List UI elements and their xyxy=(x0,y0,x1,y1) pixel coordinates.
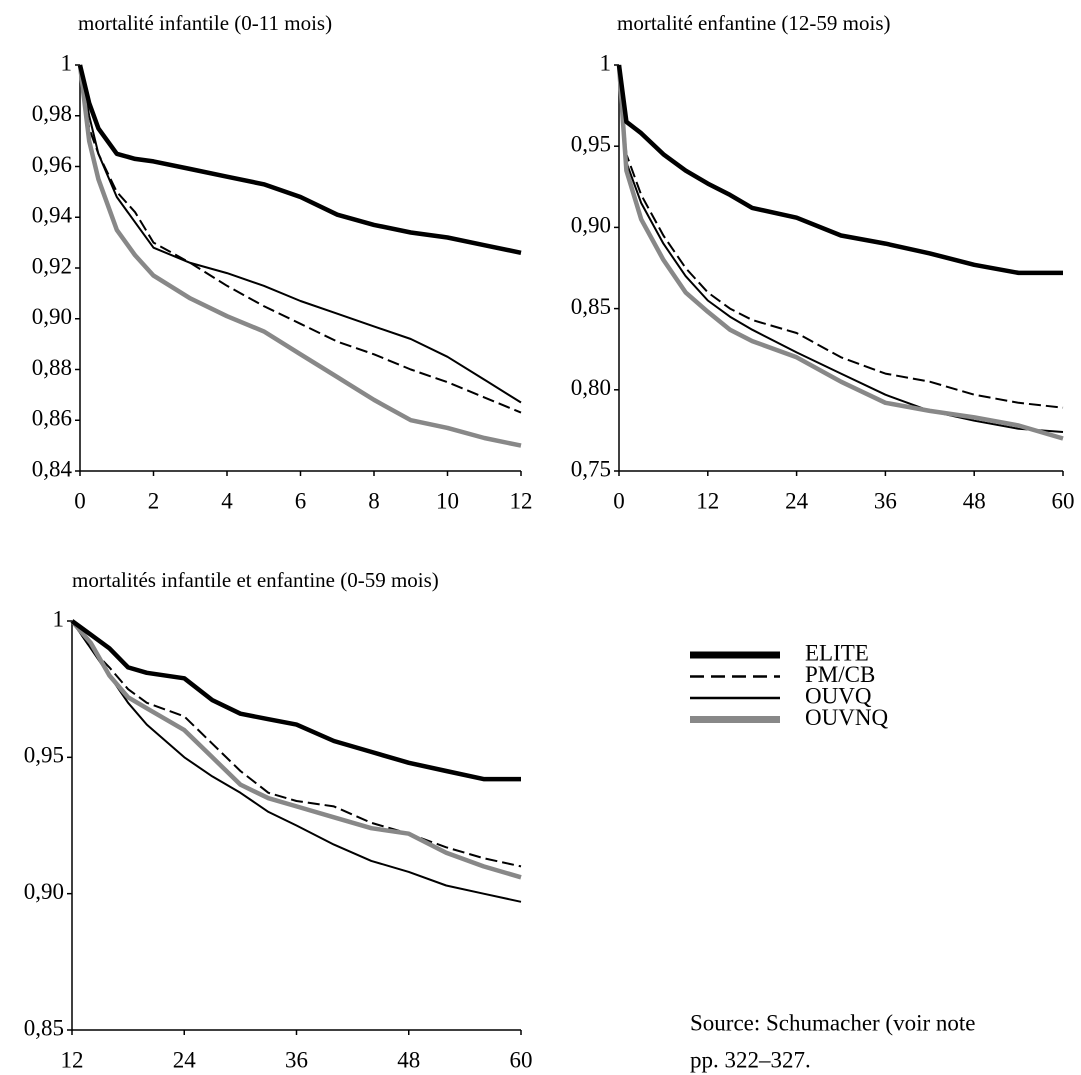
y-tick-label: 0,80 xyxy=(571,375,611,400)
y-tick-label: 0,88 xyxy=(32,355,72,380)
x-tick-label: 12 xyxy=(696,488,719,513)
y-tick-label: 0,75 xyxy=(571,456,611,481)
source-text: pp. 322–327. xyxy=(690,1047,811,1072)
series-line xyxy=(71,620,522,903)
y-tick-label: 0,95 xyxy=(571,131,611,156)
x-tick-label: 48 xyxy=(963,488,986,513)
chart-title: mortalités infantile et enfantine (0-59 … xyxy=(72,568,439,592)
series-line xyxy=(77,64,522,256)
y-tick-label: 1 xyxy=(53,606,65,631)
series-line xyxy=(79,64,522,404)
x-tick-label: 24 xyxy=(173,1047,197,1072)
series-line xyxy=(618,64,1064,433)
series-line xyxy=(616,64,1063,276)
x-tick-label: 24 xyxy=(785,488,809,513)
x-tick-label: 60 xyxy=(1052,488,1075,513)
y-tick-label: 0,90 xyxy=(24,879,64,904)
series-line xyxy=(70,619,521,782)
y-tick-label: 0,98 xyxy=(32,101,72,126)
x-tick-label: 36 xyxy=(874,488,897,513)
y-tick-label: 0,84 xyxy=(32,456,73,481)
x-tick-label: 4 xyxy=(221,488,233,513)
x-tick-label: 6 xyxy=(295,488,307,513)
x-tick-label: 12 xyxy=(61,1047,84,1072)
y-tick-label: 1 xyxy=(61,50,73,75)
x-tick-label: 36 xyxy=(285,1047,308,1072)
legend-label: ELITE xyxy=(805,640,869,665)
legend-label: PM/CB xyxy=(805,662,875,687)
source-text: Source: Schumacher (voir note xyxy=(690,1010,976,1035)
x-tick-label: 0 xyxy=(74,488,86,513)
y-tick-label: 0,96 xyxy=(32,152,72,177)
y-tick-label: 0,90 xyxy=(571,213,611,238)
legend-label: OUVNQ xyxy=(805,705,888,730)
series-line xyxy=(70,619,522,880)
x-tick-label: 48 xyxy=(397,1047,420,1072)
x-tick-label: 10 xyxy=(436,488,459,513)
series-line xyxy=(71,620,522,868)
legend-label: OUVQ xyxy=(805,683,872,708)
series-line xyxy=(77,64,522,448)
chart-title: mortalité enfantine (12-59 mois) xyxy=(617,11,891,35)
y-tick-label: 0,85 xyxy=(571,294,611,319)
x-tick-label: 8 xyxy=(368,488,380,513)
chart-title: mortalité infantile (0-11 mois) xyxy=(78,11,332,35)
x-tick-label: 2 xyxy=(148,488,160,513)
y-tick-label: 0,92 xyxy=(32,253,72,278)
y-tick-label: 0,86 xyxy=(32,406,72,431)
x-tick-label: 0 xyxy=(613,488,625,513)
y-tick-label: 0,94 xyxy=(32,203,73,228)
y-tick-label: 0,90 xyxy=(32,304,72,329)
x-tick-label: 60 xyxy=(510,1047,533,1072)
y-tick-label: 0,85 xyxy=(24,1015,64,1040)
y-tick-label: 0,95 xyxy=(24,743,64,768)
x-tick-label: 12 xyxy=(510,488,533,513)
series-line xyxy=(616,64,1064,441)
y-tick-label: 1 xyxy=(600,50,612,75)
